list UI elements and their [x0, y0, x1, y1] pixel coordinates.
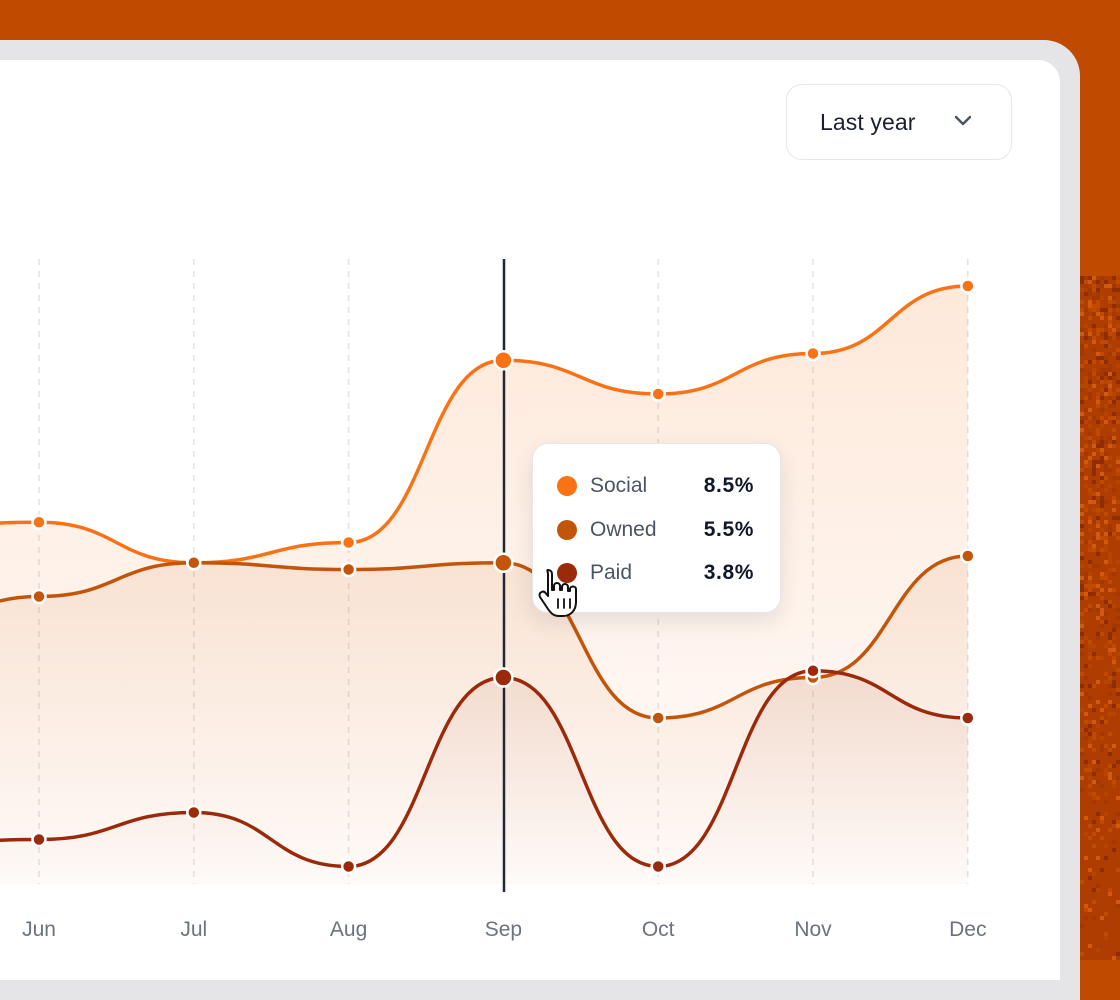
background-pixel-pattern	[1080, 276, 1120, 960]
paid-point-sep[interactable]	[493, 667, 514, 688]
tooltip-series-value: 8.5%	[703, 474, 754, 497]
hand-pointer-cursor-icon	[538, 569, 577, 617]
owned-legend-dot	[557, 520, 577, 540]
owned-point-jun[interactable]	[31, 588, 47, 605]
social-point-jun[interactable]	[31, 514, 47, 530]
tooltip-series-name: Owned	[590, 518, 657, 541]
social-point-sep[interactable]	[493, 350, 514, 371]
tooltip-series-value: 3.8%	[703, 561, 754, 584]
paid-point-oct[interactable]	[650, 858, 666, 875]
owned-point-dec[interactable]	[960, 548, 976, 564]
x-axis-label-sep: Sep	[484, 918, 523, 941]
period-dropdown[interactable]: Last year	[786, 84, 1012, 160]
paid-point-jun[interactable]	[31, 831, 47, 848]
paid-legend-dot	[557, 563, 577, 583]
paid-point-aug[interactable]	[340, 858, 357, 875]
tooltip-row-owned: Owned 5.5%	[557, 516, 754, 544]
owned-point-oct[interactable]	[650, 710, 666, 726]
social-line	[0, 284, 970, 565]
x-axis-label-nov: Nov	[794, 918, 832, 941]
paid-point-jul[interactable]	[186, 804, 202, 821]
x-axis-label-jul: Jul	[180, 918, 208, 941]
x-axis-label-jun: Jun	[22, 918, 56, 941]
period-dropdown-label: Last year	[820, 108, 916, 135]
owned-point-jul[interactable]	[186, 555, 202, 571]
social-point-aug[interactable]	[340, 534, 357, 551]
x-axis-label-dec: Dec	[949, 918, 987, 941]
tooltip-row-paid: Paid 3.8%	[557, 559, 754, 587]
chart-tooltip: Social 8.5% Owned 5.5% Paid 3.8%	[532, 443, 781, 613]
paid-point-dec[interactable]	[960, 710, 976, 726]
owned-point-sep[interactable]	[493, 552, 514, 573]
social-legend-dot	[557, 476, 577, 496]
paid-area	[0, 670, 968, 884]
x-axis-label-oct: Oct	[641, 918, 675, 941]
tooltip-row-social: Social 8.5%	[557, 472, 754, 500]
x-axis-label-aug: Aug	[329, 918, 368, 941]
social-point-dec[interactable]	[960, 278, 976, 294]
chevron-down-icon	[954, 115, 972, 126]
paid-line	[0, 668, 970, 869]
social-point-nov[interactable]	[805, 345, 821, 362]
tooltip-series-name: Social	[590, 474, 648, 497]
owned-point-aug[interactable]	[340, 561, 357, 578]
social-point-oct[interactable]	[650, 386, 666, 402]
tooltip-series-name: Paid	[590, 561, 633, 584]
paid-point-nov[interactable]	[805, 663, 821, 679]
tooltip-series-value: 5.5%	[703, 518, 754, 541]
area-line-chart	[0, 259, 976, 892]
